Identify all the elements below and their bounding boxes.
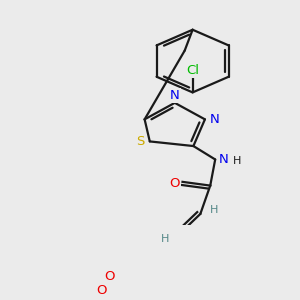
Text: S: S xyxy=(136,135,144,148)
Text: Cl: Cl xyxy=(186,64,199,76)
Text: O: O xyxy=(104,270,115,283)
Text: H: H xyxy=(160,234,169,244)
Text: N: N xyxy=(170,89,180,102)
Text: O: O xyxy=(169,177,180,190)
Text: H: H xyxy=(233,156,241,166)
Text: O: O xyxy=(96,284,107,296)
Text: N: N xyxy=(218,153,228,166)
Text: H: H xyxy=(210,205,218,215)
Text: N: N xyxy=(210,113,220,126)
